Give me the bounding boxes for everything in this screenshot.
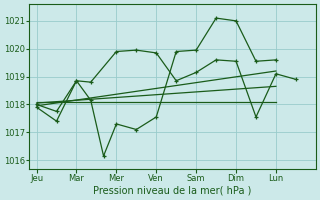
X-axis label: Pression niveau de la mer( hPa ): Pression niveau de la mer( hPa )	[93, 186, 252, 196]
